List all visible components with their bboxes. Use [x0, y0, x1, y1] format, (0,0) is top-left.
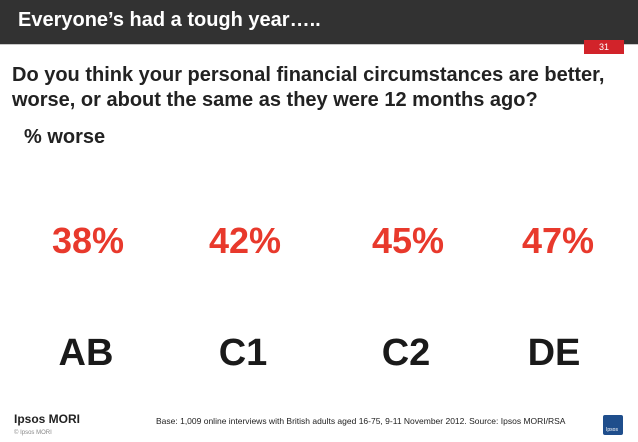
bar-fill-ab [0, 269, 178, 335]
data-label-c1: 42% [209, 220, 281, 261]
ipsos-mori-logo: Ipsos MORI [14, 412, 81, 426]
category-label-de: DE [528, 332, 581, 374]
bar-fill-c1 [135, 264, 335, 335]
ipsos-logo-icon: Ipsos [603, 415, 623, 435]
data-label-c2: 45% [372, 220, 444, 261]
category-label-ab: AB [59, 332, 114, 374]
metric-label: % worse [24, 126, 106, 148]
data-label-ab: 38% [52, 220, 124, 261]
ipsos-logo-text: Ipsos [606, 427, 618, 433]
bar-fill-de [448, 258, 638, 335]
category-label-c1: C1 [219, 332, 268, 374]
base-note: Base: 1,009 online interviews with Briti… [156, 416, 566, 426]
page-number-badge: 31 [584, 40, 624, 54]
data-label-de: 47% [522, 220, 594, 261]
bar-fill-c2 [298, 260, 498, 335]
header-divider [0, 44, 638, 45]
category-label-c2: C2 [382, 332, 431, 374]
copyright-text: © Ipsos MORI [14, 430, 52, 436]
piggy-bank-chart: 38% AB 42% C1 45% C2 47% DE [0, 220, 638, 374]
header-bar: Everyone’s had a tough year….. [0, 0, 638, 44]
question-text: Do you think your personal financial cir… [12, 64, 605, 111]
slide-title: Everyone’s had a tough year….. [18, 9, 321, 31]
